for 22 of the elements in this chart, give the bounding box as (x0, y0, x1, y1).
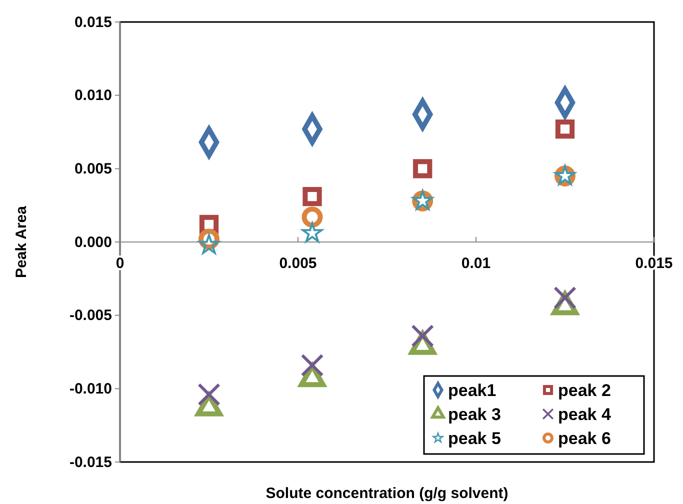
legend-label: peak 3 (448, 405, 501, 424)
x-tick-label: 0.005 (279, 255, 317, 272)
point (413, 159, 432, 178)
y-tick-label: 0.005 (74, 160, 112, 178)
legend-label: peak1 (448, 381, 496, 400)
y-axis-title: Peak Area (13, 205, 30, 278)
legend-label: peak 5 (448, 429, 501, 448)
y-tick-label: 0.000 (74, 234, 112, 251)
point (555, 119, 575, 139)
y-tick-label: 0.010 (74, 87, 112, 104)
point (302, 206, 323, 228)
legend-label: peak 4 (558, 405, 612, 424)
point (302, 186, 322, 206)
legend-label: peak 2 (558, 381, 611, 400)
x-axis-title: Solute concentration (g/g solvent) (266, 485, 508, 502)
x-tick-label: 0 (116, 255, 124, 272)
legend-label: peak 6 (558, 429, 611, 448)
y-tick-label: -0.010 (69, 380, 112, 398)
y-tick-label: -0.015 (69, 454, 112, 471)
x-tick-label: 0.01 (461, 255, 491, 272)
y-tick-label: 0.015 (74, 14, 112, 31)
y-tick-label: -0.005 (69, 307, 112, 324)
